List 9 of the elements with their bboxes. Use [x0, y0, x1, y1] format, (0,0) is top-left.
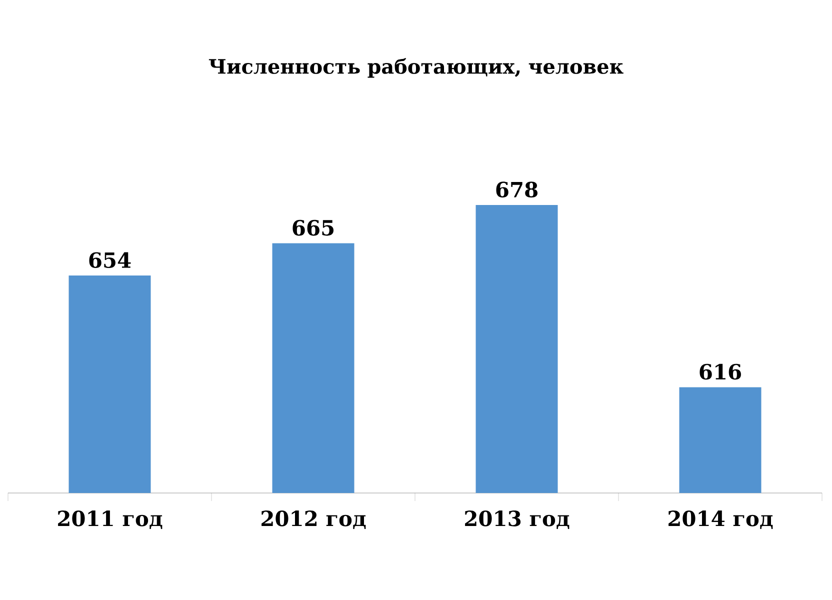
- x-tick-label: 2011 год: [58, 510, 162, 529]
- x-tick-label: 2013 год: [465, 510, 570, 529]
- x-tick-label: 2012 год: [262, 510, 366, 529]
- data-label: 616: [700, 364, 741, 380]
- data-label: 678: [496, 182, 538, 198]
- data-label: 654: [89, 252, 131, 268]
- x-tick-label: 2014 год: [668, 510, 773, 529]
- data-label: 665: [292, 220, 334, 236]
- chart-title: Численность работающих, человек: [208, 58, 624, 78]
